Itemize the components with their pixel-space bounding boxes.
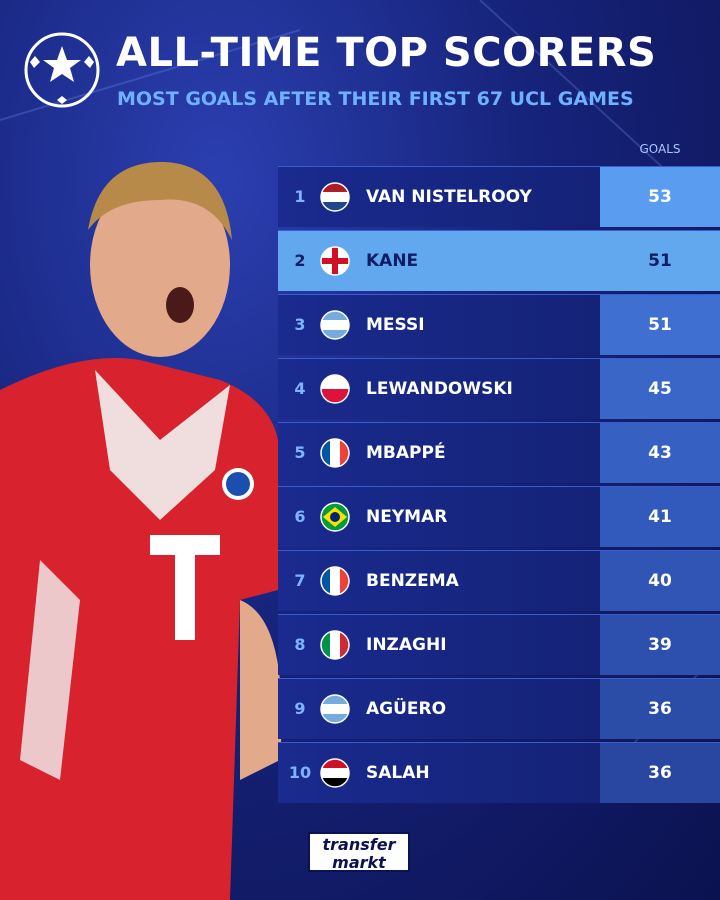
goals: 39 xyxy=(648,635,672,655)
table-row: 1 VAN NISTELROOY 53 xyxy=(278,166,720,227)
table-row: 4 LEWANDOWSKI 45 xyxy=(278,358,720,419)
rank: 1 xyxy=(294,187,306,206)
brand-line: transfer xyxy=(322,835,396,854)
rank: 5 xyxy=(294,443,306,462)
flag-icon xyxy=(320,502,350,532)
player-name: LEWANDOWSKI xyxy=(366,379,513,399)
flag-icon xyxy=(320,182,350,212)
goals: 40 xyxy=(648,571,672,591)
player-name: KANE xyxy=(366,251,419,271)
rank: 6 xyxy=(294,507,306,526)
table-row: 6 NEYMAR 41 xyxy=(278,486,720,547)
goals: 43 xyxy=(648,443,672,463)
player-name: VAN NISTELROOY xyxy=(366,187,532,207)
title: ALL-TIME TOP SCORERS xyxy=(116,30,657,76)
rank: 3 xyxy=(294,315,306,334)
goals-cell xyxy=(600,359,720,419)
table-row: 3 MESSI 51 xyxy=(278,294,720,355)
goals-cell xyxy=(600,167,720,227)
rank: 7 xyxy=(294,571,306,590)
goals-cell xyxy=(600,551,720,611)
flag-icon xyxy=(320,310,350,340)
goals-cell xyxy=(600,615,720,675)
rank: 2 xyxy=(294,251,306,270)
table-row: 9 AGÜERO 36 xyxy=(278,678,720,739)
goals: 51 xyxy=(648,315,672,335)
player-name: NEYMAR xyxy=(366,507,448,527)
flag-icon xyxy=(320,374,350,404)
goals-cell xyxy=(600,679,720,739)
table-row: 7 BENZEMA 40 xyxy=(278,550,720,611)
goals: 53 xyxy=(648,187,672,207)
flag-icon xyxy=(320,630,350,660)
player-name: AGÜERO xyxy=(366,699,447,719)
table-row: 5 MBAPPÉ 43 xyxy=(278,422,720,483)
brand-line: markt xyxy=(332,853,386,872)
player-name: MBAPPÉ xyxy=(366,443,446,463)
goals: 36 xyxy=(648,763,672,783)
player-name: INZAGHI xyxy=(366,635,447,655)
flag-icon xyxy=(320,438,350,468)
rank: 8 xyxy=(294,635,306,654)
rank: 4 xyxy=(294,379,306,398)
goals: 45 xyxy=(648,379,672,399)
rank: 10 xyxy=(288,763,312,782)
subtitle: MOST GOALS AFTER THEIR FIRST 67 UCL GAME… xyxy=(117,88,634,110)
flag-icon xyxy=(320,694,350,724)
player-name: MESSI xyxy=(366,315,425,335)
table-row: 2 KANE 51 xyxy=(278,230,720,291)
goals-cell xyxy=(600,423,720,483)
player-name: SALAH xyxy=(366,763,430,783)
goals-cell xyxy=(600,295,720,355)
flag-icon xyxy=(320,246,350,276)
player-name: BENZEMA xyxy=(366,571,459,591)
column-header: GOALS xyxy=(639,142,681,156)
flag-icon xyxy=(320,566,350,596)
goals: 36 xyxy=(648,699,672,719)
goals-cell xyxy=(600,743,720,803)
goals: 41 xyxy=(648,507,672,527)
flag-icon xyxy=(320,758,350,788)
table-row: 8 INZAGHI 39 xyxy=(278,614,720,675)
brand-logo: transfer markt xyxy=(308,832,410,872)
table-row: 10 SALAH 36 xyxy=(278,742,720,803)
rank: 9 xyxy=(294,699,306,718)
goals: 51 xyxy=(648,251,672,271)
goals-cell xyxy=(600,487,720,547)
